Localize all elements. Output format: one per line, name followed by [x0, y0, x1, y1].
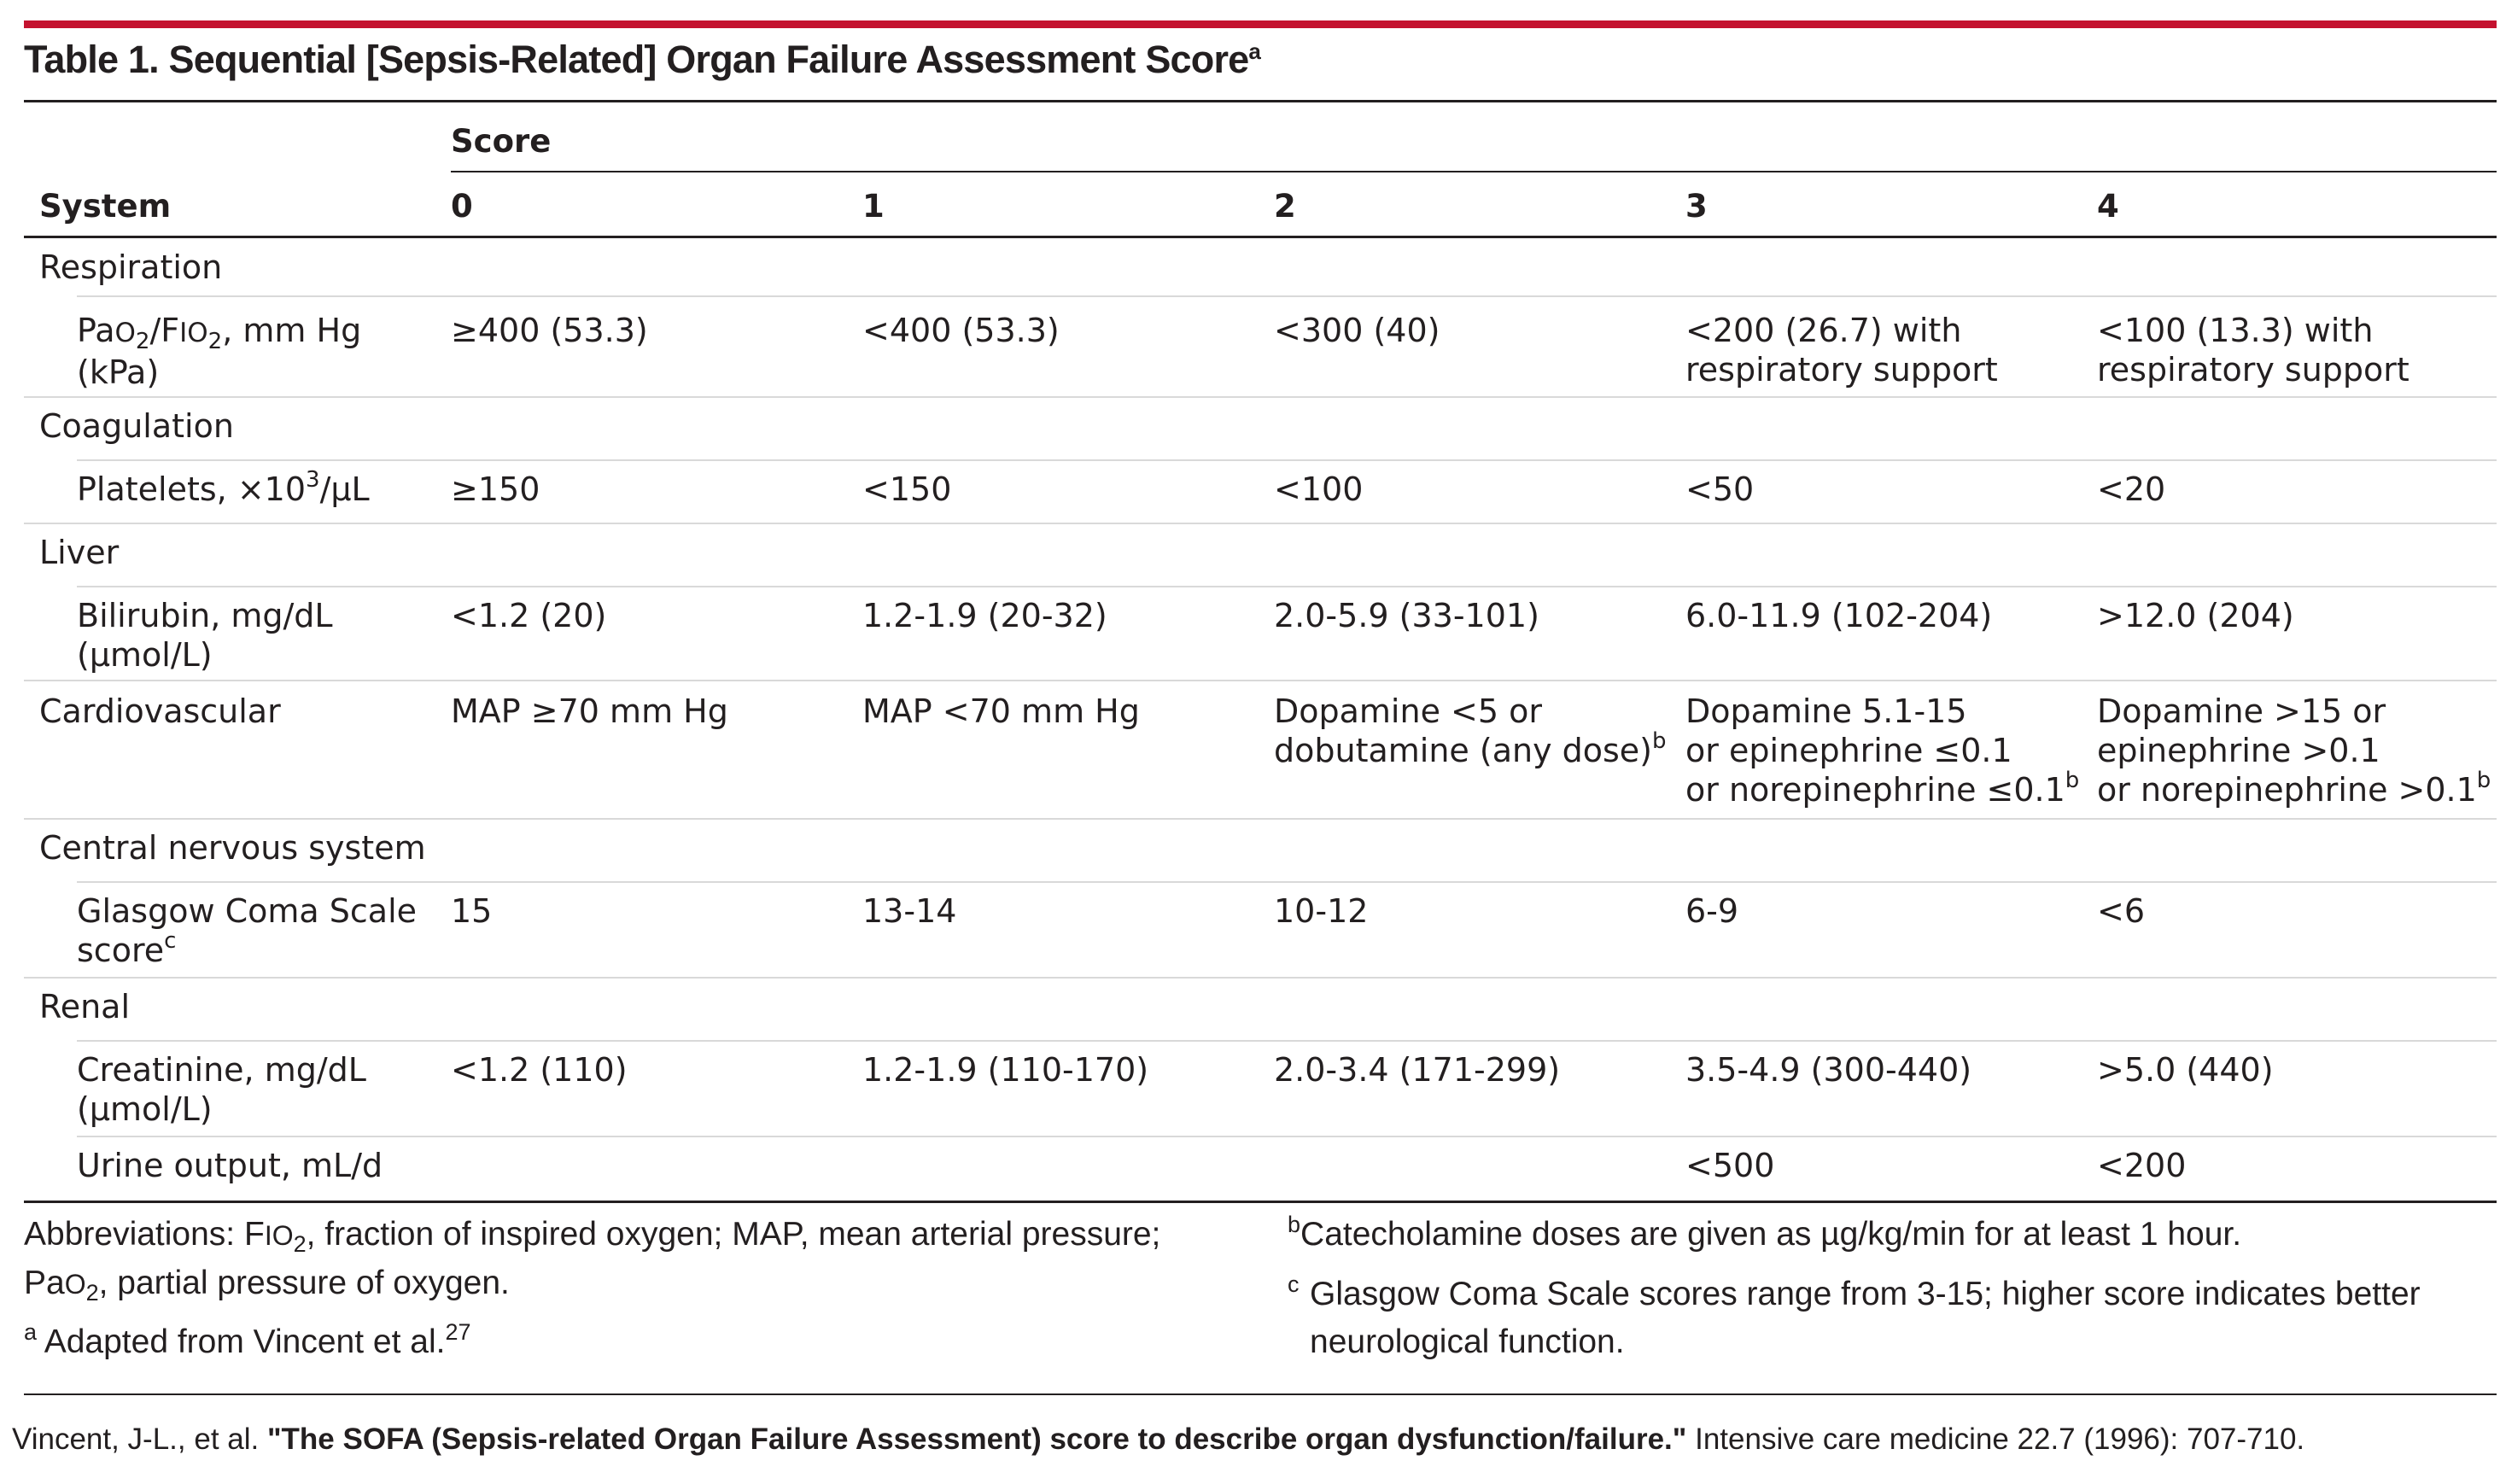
platelets-score-1: <150	[862, 470, 952, 508]
group-cardiovascular: Cardiovascular	[39, 692, 281, 730]
footnote-c: Glasgow Coma Scale scores range from 3-1…	[1310, 1276, 2421, 1360]
group-cns: Central nervous system	[39, 829, 426, 867]
gcs-score-4: <6	[2097, 892, 2146, 930]
score-col-4: 4	[2097, 188, 2119, 225]
platelets-score-4: <20	[2097, 470, 2166, 508]
row-divider	[77, 881, 2497, 883]
urine-score-4: <200	[2097, 1147, 2187, 1184]
pao2-score-0: ≥400 (53.3)	[451, 312, 648, 349]
row-divider	[24, 977, 2497, 979]
bilirubin-score-1: 1.2-1.9 (20-32)	[862, 597, 1107, 634]
citation: Vincent, J-L., et al. "The SOFA (Sepsis-…	[12, 1423, 2305, 1456]
group-respiration: Respiration	[39, 248, 223, 286]
cardio-score-3: Dopamine 5.1-15 or epinephrine ≤0.1 or n…	[1685, 692, 2080, 809]
pao2-score-3: <200 (26.7) with respiratory support	[1685, 312, 1998, 389]
gcs-score-3: 6-9	[1685, 892, 1739, 930]
cardio-score-4: Dopamine >15 or epinephrine >0.1 or nore…	[2097, 692, 2491, 809]
row-divider	[77, 1136, 2497, 1137]
footnote-c-mark: c	[1288, 1271, 1300, 1297]
creatinine-score-0: <1.2 (110)	[451, 1051, 628, 1089]
row-label-creatinine: Creatinine, mg/dL (µmol/L)	[77, 1051, 366, 1128]
score-header: Score	[451, 123, 552, 160]
cardio-score-1: MAP <70 mm Hg	[862, 692, 1140, 730]
group-renal: Renal	[39, 988, 131, 1025]
score-col-2: 2	[1274, 188, 1296, 225]
title-footnote-mark: a	[1248, 38, 1261, 64]
footnote-abbreviations: Abbreviations: FIO2, fraction of inspire…	[24, 1216, 1161, 1306]
pao2-score-2: <300 (40)	[1274, 312, 1440, 349]
creatinine-score-4: >5.0 (440)	[2097, 1051, 2274, 1089]
score-col-3: 3	[1685, 188, 1708, 225]
row-divider	[77, 1040, 2497, 1042]
row-label-bilirubin: Bilirubin, mg/dL (µmol/L)	[77, 597, 333, 674]
footnote-b: bCatecholamine doses are given as µg/kg/…	[1288, 1212, 2242, 1253]
platelets-score-2: <100	[1274, 470, 1364, 508]
title-rule	[24, 100, 2497, 102]
header-rule	[24, 236, 2497, 238]
platelets-score-3: <50	[1685, 470, 1755, 508]
cardio-score-0: MAP ≥70 mm Hg	[451, 692, 728, 730]
creatinine-score-3: 3.5-4.9 (300-440)	[1685, 1051, 1972, 1089]
group-coagulation: Coagulation	[39, 407, 234, 445]
gcs-score-0: 15	[451, 892, 493, 930]
pao2-score-1: <400 (53.3)	[862, 312, 1060, 349]
footnote-a: a Adapted from Vincent et al.27	[24, 1319, 471, 1361]
bilirubin-score-3: 6.0-11.9 (102-204)	[1685, 597, 1993, 634]
row-divider	[24, 523, 2497, 524]
gcs-score-2: 10-12	[1274, 892, 1369, 930]
row-divider	[77, 459, 2497, 461]
footnote-rule	[24, 1393, 2497, 1395]
row-label-platelets: Platelets, ×103/µL	[77, 467, 370, 508]
creatinine-score-1: 1.2-1.9 (110-170)	[862, 1051, 1149, 1089]
system-header: System	[39, 188, 172, 225]
row-divider	[24, 818, 2497, 820]
bilirubin-score-2: 2.0-5.9 (33-101)	[1274, 597, 1539, 634]
score-rule	[451, 171, 2497, 172]
platelets-score-0: ≥150	[451, 470, 540, 508]
score-col-0: 0	[451, 188, 473, 225]
row-label-pao2: PaO2/FIO2, mm Hg (kPa)	[77, 312, 362, 391]
score-col-1: 1	[862, 188, 885, 225]
row-label-urine: Urine output, mL/d	[77, 1147, 383, 1184]
row-divider	[77, 586, 2497, 587]
bilirubin-score-0: <1.2 (20)	[451, 597, 607, 634]
cardio-score-2: Dopamine <5 or dobutamine (any dose)b	[1274, 692, 1667, 769]
row-divider	[24, 396, 2497, 398]
citation-title: "The SOFA (Sepsis-related Organ Failure …	[266, 1423, 1687, 1456]
row-divider	[77, 295, 2497, 297]
table-title: Table 1. Sequential [Sepsis-Related] Org…	[24, 38, 1261, 81]
bilirubin-score-4: >12.0 (204)	[2097, 597, 2294, 634]
row-label-gcs: Glasgow Coma Scale scorec	[77, 892, 418, 969]
table-bottom-rule	[24, 1201, 2497, 1203]
urine-score-3: <500	[1685, 1147, 1775, 1184]
gcs-score-1: 13-14	[862, 892, 957, 930]
creatinine-score-2: 2.0-3.4 (171-299)	[1274, 1051, 1561, 1089]
group-liver: Liver	[39, 534, 120, 571]
row-divider	[24, 680, 2497, 681]
pao2-score-4: <100 (13.3) with respiratory support	[2097, 312, 2409, 389]
accent-rule	[24, 20, 2497, 28]
